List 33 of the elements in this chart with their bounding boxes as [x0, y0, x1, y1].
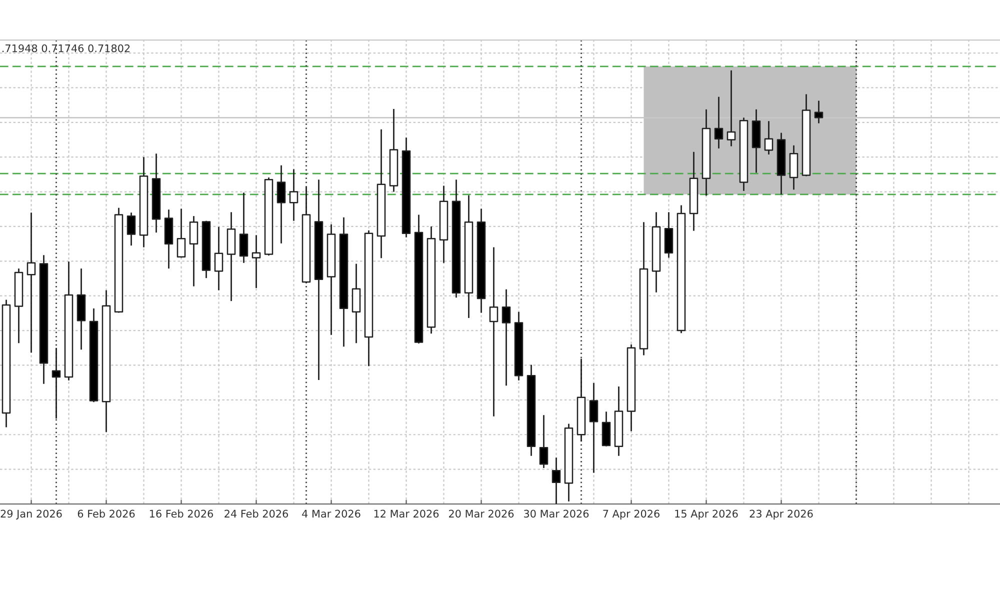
x-tick-label: 12 Mar 2026	[374, 510, 439, 518]
candlestick	[26, 212, 36, 354]
candlestick	[176, 208, 186, 258]
candlestick	[789, 144, 798, 190]
x-tick-label: 23 Apr 2026	[750, 510, 813, 520]
candlestick	[352, 263, 361, 344]
x-tick-label: 20 Mar 2026	[448, 510, 514, 518]
x-tick-label: 15 Apr 2026	[675, 510, 738, 520]
candlestick	[189, 215, 198, 288]
candlestick	[239, 192, 248, 264]
x-tick-label: 6 Feb 2026	[78, 510, 135, 518]
x-tick-label: 30 Mar 2026	[524, 510, 589, 518]
x-tick-label: 7 Apr 2026	[603, 510, 660, 520]
candlestick	[52, 347, 61, 420]
x-tick-label: 16 Feb 2026	[150, 510, 214, 518]
candlestick	[726, 70, 736, 147]
candlestick	[764, 120, 774, 156]
x-tick-label: 29 Jan 2026	[0, 510, 62, 520]
x-tick-label: 4 Mar 2026	[302, 510, 360, 518]
candlestick	[589, 382, 598, 474]
candlestick	[814, 100, 824, 124]
candlestick	[276, 164, 286, 244]
candlestick	[602, 410, 611, 448]
candlestick	[126, 212, 136, 246]
candlestick	[714, 96, 724, 150]
candlestick	[502, 288, 511, 386]
candlestick	[489, 246, 498, 418]
x-tick-label: 24 Feb 2026	[224, 510, 288, 518]
candlestick	[539, 414, 548, 469]
candlestick	[214, 226, 224, 291]
candlestick	[252, 234, 261, 289]
text: .71948 0.71746 0.71802	[2, 44, 130, 52]
candlestick	[289, 168, 298, 222]
